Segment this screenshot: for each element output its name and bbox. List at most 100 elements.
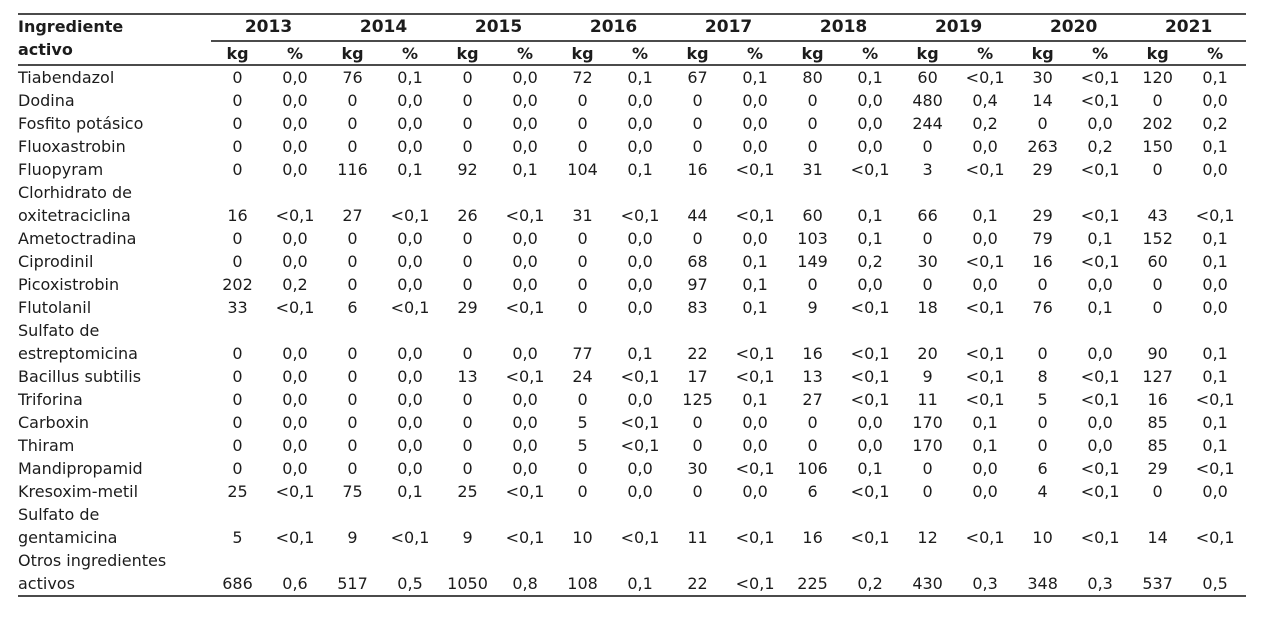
table-row: Thiram 0 0,0 0 0,0 0 0,0 5 <0,1 0 0,0 0 0,0 170 0,1 0 0,… (18, 434, 1246, 457)
cell-kg: 5 (232, 528, 243, 547)
cell-pct: 0,0 (282, 252, 308, 271)
cell-pct: <0,1 (850, 344, 890, 363)
cell-kg: 0 (577, 459, 588, 478)
cell-kg: 0 (577, 298, 588, 317)
cell-pct: 0,2 (857, 252, 883, 271)
cell-kg: 0 (347, 344, 358, 363)
cell-kg: 104 (567, 160, 598, 179)
cell-kg: 0 (232, 137, 243, 156)
cell-pct: <0,1 (275, 298, 315, 317)
cell-kg: 31 (802, 160, 823, 179)
cell-kg: 79 (1032, 229, 1053, 248)
cell-pct: 0,3 (972, 574, 998, 593)
cell-pct: 0,2 (972, 114, 998, 133)
cell-pct: <0,1 (965, 528, 1005, 547)
cell-kg: 16 (1147, 390, 1168, 409)
cell-pct: <0,1 (1080, 528, 1120, 547)
unit-header-pct-2014: % (379, 41, 442, 66)
cell-pct: <0,1 (390, 528, 430, 547)
cell-pct: <0,1 (1080, 252, 1120, 271)
ingredient-label: Otros ingredientes activos (18, 551, 167, 593)
cell-kg: 30 (1032, 68, 1053, 87)
cell-pct: 0,0 (282, 91, 308, 110)
cell-kg: 12 (917, 528, 938, 547)
cell-pct: 0,0 (742, 413, 768, 432)
cell-pct: <0,1 (505, 206, 545, 225)
cell-pct: 0,1 (1202, 367, 1228, 386)
cell-kg: 24 (572, 367, 593, 386)
unit-header-kg-2014: kg (326, 41, 380, 66)
cell-pct: <0,1 (620, 528, 660, 547)
cell-pct: 0,2 (282, 275, 308, 294)
active-ingredients-table: Ingrediente activo 2013 2014 2015 2016 2… (18, 13, 1247, 597)
cell-kg: 29 (457, 298, 478, 317)
cell-pct: 0,0 (1087, 436, 1113, 455)
cell-pct: 0,0 (627, 459, 653, 478)
cell-kg: 67 (687, 68, 708, 87)
cell-kg: 0 (347, 229, 358, 248)
cell-kg: 33 (227, 298, 248, 317)
cell-kg: 97 (687, 275, 708, 294)
cell-kg: 20 (917, 344, 938, 363)
cell-pct: 0,0 (397, 275, 423, 294)
cell-kg: 18 (917, 298, 938, 317)
cell-kg: 66 (917, 206, 938, 225)
cell-kg: 0 (232, 390, 243, 409)
cell-kg: 4 (1037, 482, 1048, 501)
ingredient-label: Mandipropamid (18, 459, 143, 478)
cell-kg: 0 (1152, 275, 1163, 294)
cell-pct: <0,1 (275, 206, 315, 225)
cell-pct: 0,1 (742, 298, 768, 317)
cell-pct: 0,5 (1202, 574, 1228, 593)
cell-kg: 75 (342, 482, 363, 501)
cell-pct: 0,0 (627, 275, 653, 294)
cell-kg: 0 (577, 229, 588, 248)
table-row: Flutolanil 33 <0,1 6 <0,1 29 <0,1 0 0,0 83 0,1 9 <0,… (18, 296, 1246, 319)
cell-pct: 0,0 (1202, 160, 1228, 179)
table-row: Clorhidrato de oxitetraciclina 16 <0,1 27 <0… (18, 181, 1246, 227)
cell-pct: <0,1 (850, 482, 890, 501)
cell-kg: 0 (232, 114, 243, 133)
cell-kg: 10 (1032, 528, 1053, 547)
cell-kg: 0 (1037, 413, 1048, 432)
table-row: Carboxin 0 0,0 0 0,0 0 0,0 5 <0,1 0 0,0 0 0,0 170 0,1 0… (18, 411, 1246, 434)
cell-pct: 0,0 (397, 252, 423, 271)
cell-pct: 0,0 (1087, 413, 1113, 432)
cell-pct: 0,0 (282, 436, 308, 455)
cell-kg: 0 (462, 229, 473, 248)
cell-pct: 0,0 (1202, 91, 1228, 110)
cell-kg: 0 (462, 459, 473, 478)
cell-kg: 0 (922, 229, 933, 248)
cell-pct: <0,1 (620, 436, 660, 455)
unit-header-row: kg% kg% kg% kg% kg% kg% kg% kg% kg% (18, 41, 1247, 66)
cell-pct: 0,0 (397, 367, 423, 386)
cell-pct: <0,1 (735, 459, 775, 478)
cell-kg: 0 (807, 91, 818, 110)
cell-kg: 0 (232, 413, 243, 432)
cell-kg: 68 (687, 252, 708, 271)
cell-pct: 0,0 (972, 482, 998, 501)
cell-pct: 0,0 (857, 114, 883, 133)
year-header-2016: 2016 (556, 14, 672, 42)
cell-pct: 0,0 (972, 275, 998, 294)
cell-pct: <0,1 (1080, 482, 1120, 501)
cell-pct: <0,1 (965, 344, 1005, 363)
cell-pct: 0,0 (627, 252, 653, 271)
cell-kg: 0 (577, 91, 588, 110)
cell-kg: 517 (337, 574, 368, 593)
unit-header-kg-2016: kg (556, 41, 610, 66)
cell-kg: 0 (692, 436, 703, 455)
cell-pct: 0,0 (1087, 114, 1113, 133)
cell-kg: 0 (1037, 344, 1048, 363)
cell-kg: 0 (922, 137, 933, 156)
cell-kg: 0 (232, 436, 243, 455)
cell-kg: 0 (577, 275, 588, 294)
cell-kg: 0 (232, 367, 243, 386)
cell-pct: 0,3 (1087, 574, 1113, 593)
cell-kg: 29 (1032, 160, 1053, 179)
cell-pct: 0,0 (397, 413, 423, 432)
cell-kg: 0 (462, 390, 473, 409)
cell-pct: 0,0 (397, 459, 423, 478)
cell-pct: 0,0 (857, 91, 883, 110)
cell-pct: 0,0 (512, 252, 538, 271)
